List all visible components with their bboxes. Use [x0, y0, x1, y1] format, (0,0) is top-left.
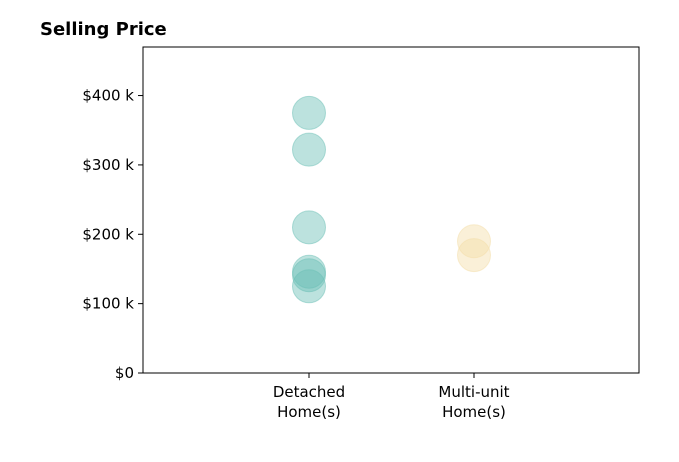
- y-tick-label: $200 k: [82, 225, 134, 243]
- data-point: [292, 210, 326, 245]
- y-tick-label: $0: [115, 364, 134, 382]
- data-point: [292, 258, 326, 293]
- data-points: [292, 95, 491, 304]
- y-tick-label: $100 k: [82, 295, 134, 313]
- data-point: [292, 132, 326, 167]
- data-point: [457, 238, 491, 273]
- plot-frame: [142, 46, 640, 374]
- data-point: [292, 269, 326, 304]
- x-tick-label: Multi-unit Home(s): [438, 383, 509, 421]
- chart-title: Selling Price: [40, 19, 167, 40]
- x-axis: Detached Home(s) Multi-unit Home(s): [273, 373, 510, 421]
- data-point: [292, 95, 326, 130]
- x-tick-label: Detached Home(s): [273, 383, 345, 421]
- y-tick-label: $300 k: [82, 156, 134, 174]
- y-axis: $0 $100 k $200 k $300 k $400 k: [82, 87, 143, 382]
- y-tick-label: $400 k: [82, 87, 134, 105]
- data-point: [457, 224, 491, 259]
